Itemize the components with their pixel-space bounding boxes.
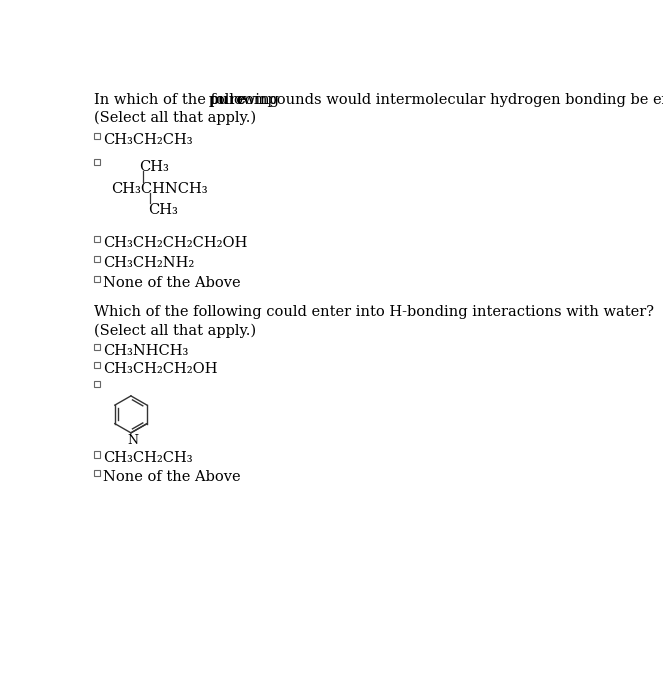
Bar (93, 236, 100, 242)
Text: CH₃CH₂CH₂OH: CH₃CH₂CH₂OH (103, 362, 217, 376)
Bar (93, 380, 100, 387)
Bar (93, 133, 100, 139)
Bar (93, 344, 100, 350)
Text: (Select all that apply.): (Select all that apply.) (93, 323, 256, 338)
Text: compounds would intermolecular hydrogen bonding be expected?: compounds would intermolecular hydrogen … (231, 92, 663, 106)
Text: CH₃CH₂CH₂CH₂OH: CH₃CH₂CH₂CH₂OH (103, 236, 247, 250)
Text: CH₃NHCH₃: CH₃NHCH₃ (103, 344, 188, 357)
Bar (93, 276, 100, 282)
Text: N: N (128, 434, 139, 448)
Text: Which of the following could enter into H-bonding interactions with water?: Which of the following could enter into … (93, 305, 654, 319)
Text: None of the Above: None of the Above (103, 470, 241, 484)
Text: CH₃CHNCH₃: CH₃CHNCH₃ (111, 182, 208, 196)
Text: CH₃CH₂CH₃: CH₃CH₂CH₃ (103, 451, 193, 466)
Text: CH₃CH₂CH₃: CH₃CH₂CH₃ (103, 133, 193, 146)
Text: None of the Above: None of the Above (103, 276, 241, 290)
Text: pure: pure (210, 92, 247, 106)
Text: CH₃: CH₃ (148, 203, 178, 217)
Bar (93, 256, 100, 262)
Bar (93, 159, 100, 165)
Text: CH₃CH₂NH₂: CH₃CH₂NH₂ (103, 256, 194, 270)
Text: In which of the following: In which of the following (93, 92, 283, 106)
Text: (Select all that apply.): (Select all that apply.) (93, 111, 256, 126)
Bar (93, 451, 100, 457)
Bar (93, 470, 100, 476)
Text: CH₃: CH₃ (139, 160, 168, 174)
Bar (93, 362, 100, 369)
